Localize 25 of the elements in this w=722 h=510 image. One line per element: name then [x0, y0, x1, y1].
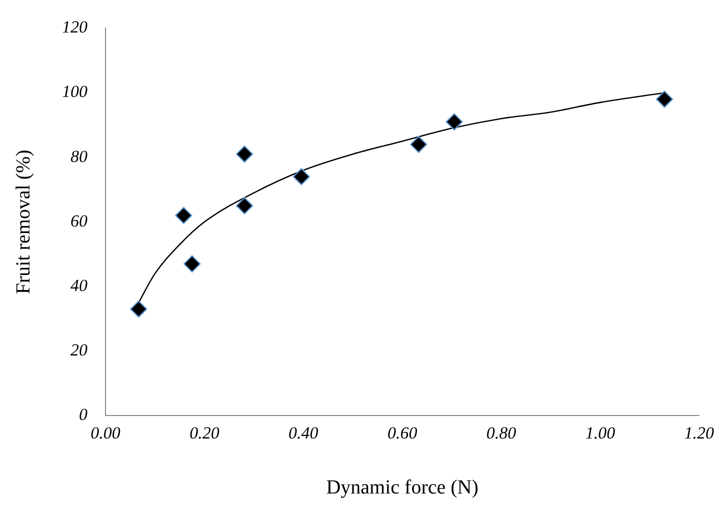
y-tick-label: 60 [70, 211, 88, 230]
x-tick-label: 0.00 [90, 423, 121, 442]
point [130, 300, 148, 318]
y-tick-label: 80 [70, 146, 88, 166]
point [656, 90, 674, 108]
point [183, 255, 201, 272]
x-tick-label: 1.20 [684, 423, 714, 442]
point [292, 168, 310, 186]
point [236, 146, 254, 163]
point [175, 206, 192, 224]
y-tick-label: 20 [70, 340, 88, 360]
point [446, 113, 463, 130]
point [236, 197, 254, 214]
x-tick-label: 0.20 [190, 423, 220, 442]
y-tick-label: 100 [62, 82, 88, 102]
x-tick-label: 0.60 [387, 423, 418, 442]
x-tick-label: 0.80 [486, 423, 517, 442]
y-tick-label: 40 [70, 276, 88, 295]
y-tick-label: 0 [79, 405, 88, 424]
x-tick-label: 1.00 [585, 423, 616, 442]
x-tick-label: 0.40 [288, 423, 319, 442]
point [410, 136, 428, 154]
y-tick-label: 120 [62, 18, 88, 37]
x-axis-title: Dynamic force (N) [326, 476, 478, 498]
y-axis-title: Fruit removal (%) [12, 150, 34, 294]
